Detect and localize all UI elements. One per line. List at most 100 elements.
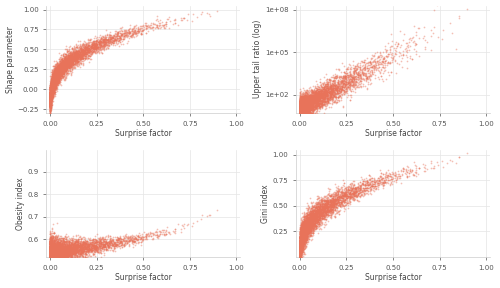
- Point: [47, 105, 55, 110]
- Point: [51, 72, 59, 77]
- Point: [60, 67, 68, 71]
- Point: [74, 48, 82, 52]
- Point: [46, 247, 54, 252]
- Point: [48, 233, 56, 238]
- Point: [46, 96, 54, 101]
- Point: [77, 54, 85, 59]
- Point: [318, 89, 326, 93]
- Point: [54, 75, 62, 79]
- Point: [296, 255, 304, 259]
- Point: [335, 91, 343, 95]
- Point: [50, 72, 58, 77]
- Point: [46, 88, 54, 93]
- Point: [304, 223, 312, 228]
- Point: [72, 50, 80, 54]
- Point: [76, 252, 84, 257]
- Point: [59, 251, 67, 255]
- Point: [394, 41, 402, 46]
- Point: [320, 199, 328, 204]
- Point: [48, 76, 56, 80]
- Point: [86, 248, 94, 252]
- Point: [48, 75, 56, 80]
- Point: [306, 224, 314, 228]
- Point: [67, 59, 75, 64]
- Point: [48, 242, 56, 247]
- Point: [118, 42, 126, 47]
- Point: [88, 49, 96, 54]
- Point: [78, 50, 86, 54]
- Point: [76, 52, 84, 57]
- Point: [171, 21, 179, 25]
- Point: [296, 243, 304, 248]
- Point: [88, 42, 96, 47]
- Point: [88, 43, 96, 48]
- Point: [48, 86, 56, 91]
- Point: [89, 251, 97, 256]
- Point: [50, 246, 58, 251]
- Point: [298, 100, 306, 105]
- Point: [298, 253, 306, 258]
- Point: [54, 67, 62, 71]
- Point: [298, 111, 306, 115]
- Point: [296, 111, 304, 115]
- Point: [70, 240, 78, 245]
- Point: [134, 234, 141, 238]
- Point: [54, 256, 62, 260]
- Point: [296, 243, 304, 248]
- Point: [47, 258, 55, 263]
- Point: [46, 86, 54, 90]
- Point: [130, 26, 138, 30]
- Point: [68, 251, 76, 255]
- Point: [344, 192, 352, 197]
- Point: [296, 242, 304, 247]
- Point: [312, 217, 320, 221]
- Point: [350, 80, 358, 85]
- Point: [302, 102, 310, 107]
- Point: [98, 242, 106, 247]
- Point: [301, 105, 309, 109]
- Point: [46, 92, 54, 97]
- Point: [296, 246, 304, 251]
- Point: [336, 75, 344, 79]
- Point: [46, 98, 54, 103]
- Point: [48, 248, 56, 253]
- Point: [51, 252, 59, 257]
- Point: [298, 238, 306, 243]
- Point: [300, 223, 308, 228]
- Point: [69, 249, 77, 253]
- Point: [320, 202, 328, 206]
- Point: [50, 89, 58, 94]
- Point: [307, 213, 315, 217]
- Point: [305, 107, 313, 112]
- Point: [52, 248, 60, 253]
- Point: [64, 52, 72, 56]
- Point: [303, 225, 311, 230]
- Point: [297, 111, 305, 115]
- Point: [300, 234, 308, 238]
- Point: [72, 247, 80, 251]
- Point: [68, 245, 76, 250]
- Point: [49, 254, 57, 259]
- Point: [49, 92, 57, 96]
- Point: [48, 90, 56, 95]
- Point: [296, 249, 304, 254]
- Point: [106, 238, 114, 242]
- Point: [165, 15, 173, 19]
- Point: [55, 252, 63, 257]
- Point: [394, 54, 402, 58]
- Point: [68, 247, 76, 252]
- Point: [100, 236, 108, 241]
- Point: [298, 238, 306, 242]
- Point: [56, 258, 64, 263]
- Point: [324, 96, 332, 100]
- Point: [46, 255, 54, 259]
- Point: [47, 101, 55, 106]
- Point: [66, 59, 74, 63]
- Point: [296, 235, 304, 239]
- Point: [148, 231, 156, 236]
- Point: [312, 96, 320, 101]
- Point: [307, 209, 315, 213]
- Point: [296, 111, 304, 115]
- Point: [104, 42, 112, 47]
- Point: [315, 85, 323, 89]
